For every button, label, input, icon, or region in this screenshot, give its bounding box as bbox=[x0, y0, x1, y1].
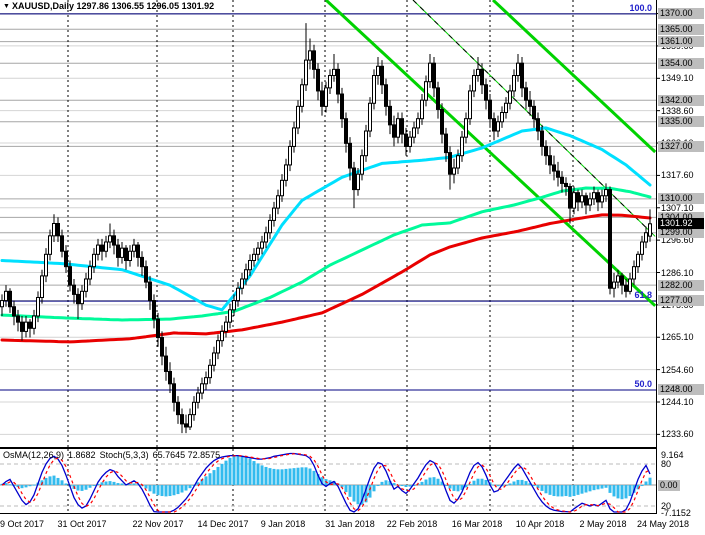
candles-layer bbox=[0, 23, 652, 434]
price-level-badge: 1370.00 bbox=[658, 8, 704, 20]
price-level-badge: 1310.00 bbox=[658, 193, 704, 205]
grid-lines bbox=[0, 13, 656, 435]
price-level-badge: 1277.00 bbox=[658, 295, 704, 307]
osma-value: 1.8682 bbox=[68, 450, 96, 460]
price-level-badge: 1361.00 bbox=[658, 36, 704, 48]
fib-level-label: 50.0 bbox=[634, 378, 652, 389]
date-tick-label: 2 May 2018 bbox=[579, 519, 627, 529]
stoch-values: 65.7645 72.8575 bbox=[152, 450, 221, 460]
indicator-axis-label: -7.1152 bbox=[661, 508, 691, 518]
price-tick-label: 1286.10 bbox=[661, 267, 694, 278]
price-tick-label: 1233.60 bbox=[661, 429, 694, 440]
ma-fast-cyan bbox=[0, 126, 652, 312]
stochastic-lines bbox=[1, 452, 651, 513]
indicator-axis-label: 20 bbox=[661, 501, 672, 512]
price-level-badge: 1354.00 bbox=[658, 57, 704, 69]
date-tick-label: 22 Nov 2017 bbox=[132, 519, 184, 529]
fib-level-label: 100.0 bbox=[629, 2, 652, 13]
date-tick-label: 24 May 2018 bbox=[636, 519, 690, 529]
price-tick-label: 1338.60 bbox=[661, 105, 694, 116]
date-tick-label: 9 Oct 2017 bbox=[0, 519, 45, 529]
price-tick-label: 1317.60 bbox=[661, 170, 694, 181]
ma-slow-red bbox=[0, 213, 652, 344]
symbol-period-label: XAUUSD,Daily bbox=[11, 1, 74, 11]
price-level-badge: 1335.00 bbox=[658, 116, 704, 128]
price-tick-label: 1244.10 bbox=[661, 396, 694, 407]
price-level-badge: 1282.00 bbox=[658, 279, 704, 291]
dropdown-arrow-icon[interactable]: ▼ bbox=[3, 3, 10, 10]
fib-level-label: 61.8 bbox=[634, 290, 652, 301]
indicator-axis-label: 0.00 bbox=[658, 480, 680, 492]
price-level-badge: 1342.00 bbox=[658, 94, 704, 106]
date-tick-label: 31 Oct 2017 bbox=[57, 519, 107, 529]
price-tick-label: 1254.60 bbox=[661, 364, 694, 375]
date-tick-label: 22 Feb 2018 bbox=[386, 519, 438, 529]
indicator-axis-label: 9.164 bbox=[661, 450, 684, 460]
date-tick-label: 14 Dec 2017 bbox=[197, 519, 249, 529]
indicator-label: OsMA(12,26,9) 1.8682 Stoch(5,3,3) 65.7645 7… bbox=[3, 450, 224, 460]
price-tick-label: 1296.60 bbox=[661, 235, 694, 246]
date-tick-label: 31 Jan 2018 bbox=[325, 519, 375, 529]
price-level-badge: 1304.00 bbox=[658, 211, 704, 223]
date-tick-label: 9 Jan 2018 bbox=[260, 519, 306, 529]
ma-mid-green bbox=[0, 186, 652, 322]
price-tick-label: 1349.10 bbox=[661, 73, 694, 84]
price-level-badge: 1327.00 bbox=[658, 140, 704, 152]
chart-title: ▼ XAUUSD,Daily 1297.86 1306.55 1296.05 13… bbox=[3, 1, 214, 11]
fibonacci-lines bbox=[0, 13, 656, 391]
period-separators bbox=[67, 0, 574, 513]
indicator-axis-label: 80 bbox=[661, 459, 672, 470]
current-price-badge: 1301.92 bbox=[658, 218, 704, 230]
price-level-badge: 1299.00 bbox=[658, 227, 704, 239]
support-resistance-lines bbox=[0, 13, 656, 391]
price-tick-label: 1307.10 bbox=[661, 202, 694, 213]
stoch-label: Stoch(5,3,3) bbox=[99, 450, 149, 460]
price-tick-label: 1265.10 bbox=[661, 332, 694, 343]
price-level-badge: 1248.00 bbox=[658, 384, 704, 396]
indicator-panel bbox=[0, 449, 656, 513]
osma-histogram bbox=[0, 455, 652, 505]
price-level-badge: 1365.00 bbox=[658, 23, 704, 35]
date-tick-label: 10 Apr 2018 bbox=[515, 519, 565, 529]
date-tick-label: 16 Mar 2018 bbox=[451, 519, 503, 529]
osma-label: OsMA(12,26,9) bbox=[3, 450, 65, 460]
ohlc-values: 1297.86 1306.55 1296.05 1301.92 bbox=[76, 1, 215, 11]
